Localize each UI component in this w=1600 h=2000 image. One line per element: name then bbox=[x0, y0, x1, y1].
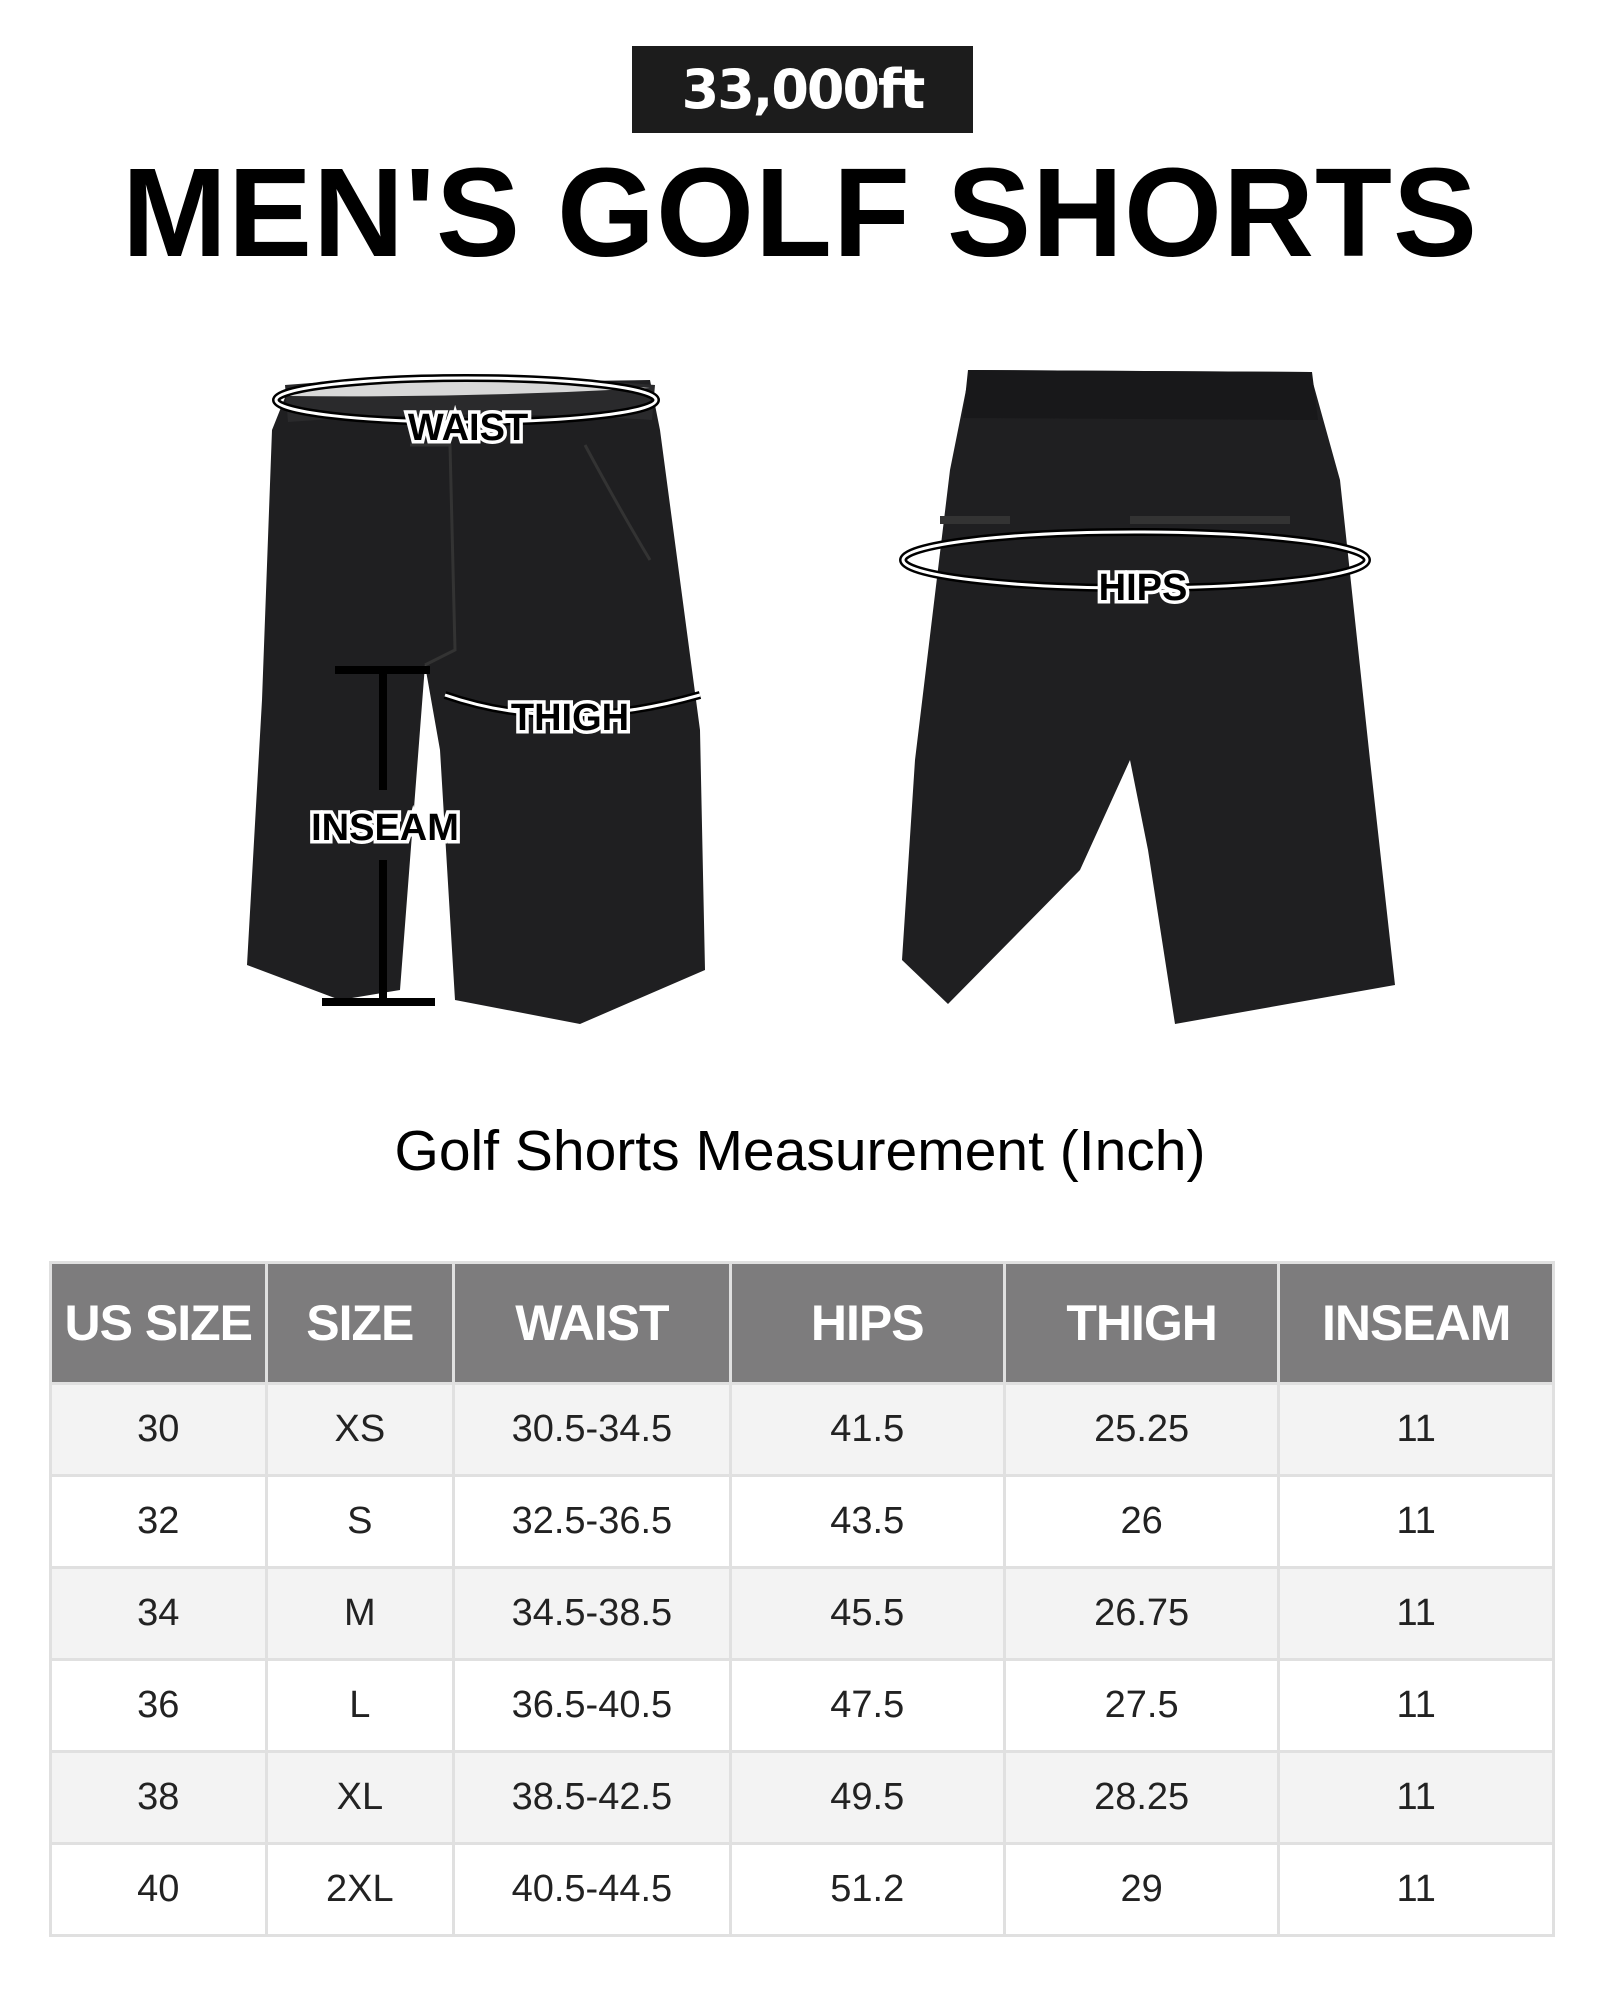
cell-inseam: 11 bbox=[1277, 1658, 1555, 1753]
header-us-size: US SIZE bbox=[49, 1261, 268, 1385]
thigh-label: THIGH bbox=[511, 697, 629, 739]
cell-us-size: 40 bbox=[49, 1842, 268, 1937]
cell-waist: 32.5-36.5 bbox=[452, 1474, 732, 1569]
header-thigh: THIGH bbox=[1002, 1261, 1281, 1385]
header-hips: HIPS bbox=[728, 1261, 1006, 1385]
cell-us-size: 30 bbox=[49, 1382, 268, 1477]
size-chart-table: US SIZE SIZE WAIST HIPS THIGH INSEAM 30 X… bbox=[49, 1261, 1555, 1937]
cell-size: 2XL bbox=[264, 1842, 456, 1937]
cell-hips: 51.2 bbox=[728, 1842, 1006, 1937]
table-row: 30 XS 30.5-34.5 41.5 25.25 11 bbox=[49, 1382, 1555, 1477]
cell-inseam: 11 bbox=[1277, 1750, 1555, 1845]
cell-thigh: 26.75 bbox=[1002, 1566, 1281, 1661]
table-row: 38 XL 38.5-42.5 49.5 28.25 11 bbox=[49, 1750, 1555, 1845]
cell-inseam: 11 bbox=[1277, 1842, 1555, 1937]
cell-thigh: 26 bbox=[1002, 1474, 1281, 1569]
table-title: Golf Shorts Measurement (Inch) bbox=[394, 1119, 1206, 1183]
cell-waist: 38.5-42.5 bbox=[452, 1750, 732, 1845]
cell-size: S bbox=[264, 1474, 456, 1569]
table-row: 40 2XL 40.5-44.5 51.2 29 11 bbox=[49, 1842, 1555, 1937]
thigh-measure-line bbox=[443, 691, 702, 719]
cell-waist: 30.5-34.5 bbox=[452, 1382, 732, 1477]
cell-size: XS bbox=[264, 1382, 456, 1477]
cell-hips: 43.5 bbox=[728, 1474, 1006, 1569]
cell-thigh: 25.25 bbox=[1002, 1382, 1281, 1477]
header-inseam: INSEAM bbox=[1277, 1261, 1555, 1385]
table-row: 34 M 34.5-38.5 45.5 26.75 11 bbox=[49, 1566, 1555, 1661]
cell-hips: 47.5 bbox=[728, 1658, 1006, 1753]
cell-size: L bbox=[264, 1658, 456, 1753]
brand-logo: 33,000ft bbox=[632, 46, 973, 133]
table-row: 36 L 36.5-40.5 47.5 27.5 11 bbox=[49, 1658, 1555, 1753]
cell-us-size: 32 bbox=[49, 1474, 268, 1569]
cell-thigh: 27.5 bbox=[1002, 1658, 1281, 1753]
cell-size: XL bbox=[264, 1750, 456, 1845]
hips-label: HIPS bbox=[1099, 567, 1188, 609]
waist-label: WAIST bbox=[408, 407, 528, 449]
table-row: 32 S 32.5-36.5 43.5 26 11 bbox=[49, 1474, 1555, 1569]
inseam-label: INSEAM bbox=[311, 807, 459, 849]
cell-waist: 34.5-38.5 bbox=[452, 1566, 732, 1661]
header-size: SIZE bbox=[264, 1261, 456, 1385]
hips-measure-line bbox=[899, 528, 1371, 592]
cell-waist: 40.5-44.5 bbox=[452, 1842, 732, 1937]
cell-hips: 49.5 bbox=[728, 1750, 1006, 1845]
table-header-row: US SIZE SIZE WAIST HIPS THIGH INSEAM bbox=[49, 1261, 1555, 1385]
cell-size: M bbox=[264, 1566, 456, 1661]
header-waist: WAIST bbox=[452, 1261, 732, 1385]
waist-measure-line bbox=[272, 374, 660, 426]
size-diagram: WAIST THIGH INSEAM HIPS bbox=[247, 370, 1395, 1024]
cell-us-size: 34 bbox=[49, 1566, 268, 1661]
cell-hips: 41.5 bbox=[728, 1382, 1006, 1477]
cell-us-size: 36 bbox=[49, 1658, 268, 1753]
cell-waist: 36.5-40.5 bbox=[452, 1658, 732, 1753]
inseam-measure-line bbox=[322, 666, 435, 1006]
back-shorts-image bbox=[902, 370, 1395, 1024]
cell-hips: 45.5 bbox=[728, 1566, 1006, 1661]
cell-us-size: 38 bbox=[49, 1750, 268, 1845]
cell-inseam: 11 bbox=[1277, 1474, 1555, 1569]
cell-thigh: 28.25 bbox=[1002, 1750, 1281, 1845]
cell-inseam: 11 bbox=[1277, 1566, 1555, 1661]
page-title: MEN'S GOLF SHORTS bbox=[122, 142, 1478, 283]
cell-thigh: 29 bbox=[1002, 1842, 1281, 1937]
cell-inseam: 11 bbox=[1277, 1382, 1555, 1477]
